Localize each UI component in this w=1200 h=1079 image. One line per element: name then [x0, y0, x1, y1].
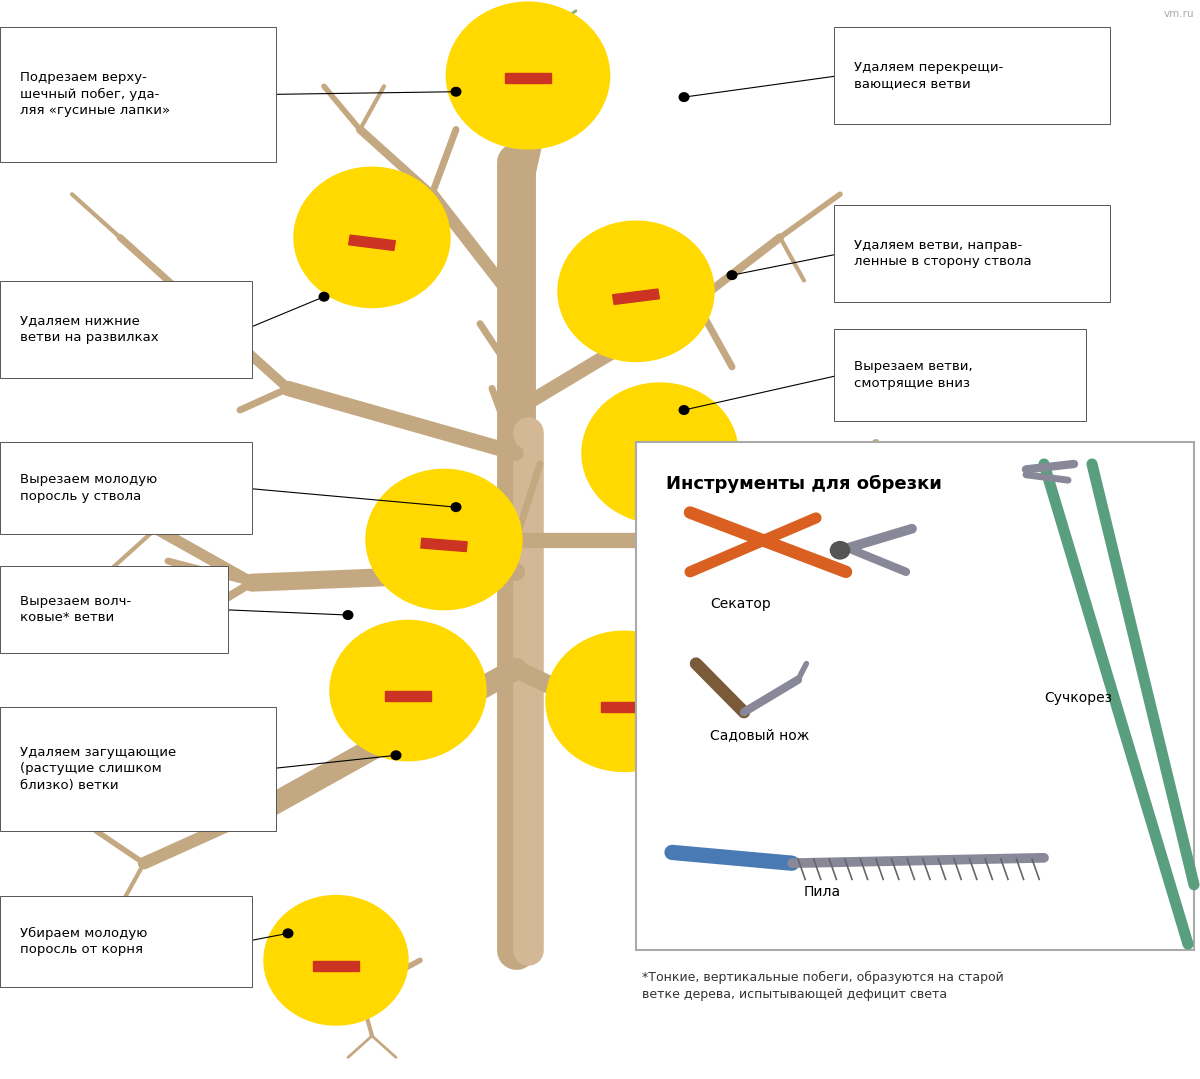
FancyBboxPatch shape	[0, 281, 252, 378]
FancyBboxPatch shape	[0, 27, 276, 162]
Bar	[313, 961, 359, 971]
Circle shape	[330, 620, 486, 761]
Circle shape	[830, 542, 850, 559]
Text: Удаляем загущающие
(растущие слишком
близко) ветки: Удаляем загущающие (растущие слишком бли…	[20, 746, 176, 792]
Circle shape	[582, 383, 738, 523]
Circle shape	[391, 751, 401, 760]
Bar	[601, 702, 647, 712]
Circle shape	[343, 611, 353, 619]
Bar	[349, 235, 395, 250]
Text: Сучкорез: Сучкорез	[1044, 691, 1112, 705]
FancyBboxPatch shape	[0, 896, 252, 987]
Text: Удаляем перекрещи-
вающиеся ветви: Удаляем перекрещи- вающиеся ветви	[854, 60, 1003, 91]
Circle shape	[319, 292, 329, 301]
Circle shape	[679, 93, 689, 101]
Bar	[385, 692, 431, 701]
FancyBboxPatch shape	[0, 707, 276, 831]
Text: Вырезаем молодую
поросль у ствола: Вырезаем молодую поросль у ствола	[20, 474, 157, 503]
Text: Вырезаем ветви,
смотрящие вниз: Вырезаем ветви, смотрящие вниз	[854, 360, 973, 390]
FancyBboxPatch shape	[636, 442, 1194, 950]
Circle shape	[446, 2, 610, 149]
Circle shape	[294, 167, 450, 308]
Circle shape	[451, 503, 461, 511]
Circle shape	[679, 406, 689, 414]
FancyBboxPatch shape	[0, 566, 228, 653]
Text: Удаляем нижние
ветви на развилках: Удаляем нижние ветви на развилках	[20, 314, 160, 344]
Circle shape	[283, 929, 293, 938]
Bar	[613, 289, 659, 304]
Circle shape	[558, 221, 714, 361]
Circle shape	[546, 631, 702, 771]
FancyBboxPatch shape	[834, 329, 1086, 421]
Text: Вырезаем волч-
ковые* ветви: Вырезаем волч- ковые* ветви	[20, 595, 132, 625]
Bar	[421, 538, 467, 551]
Circle shape	[264, 896, 408, 1025]
Text: vm.ru: vm.ru	[1163, 9, 1194, 18]
Text: Подрезаем верху-
шечный побег, уда-
ляя «гусиные лапки»: Подрезаем верху- шечный побег, уда- ляя …	[20, 71, 170, 118]
FancyBboxPatch shape	[834, 27, 1110, 124]
Text: Пила: Пила	[804, 885, 841, 899]
Text: Убираем молодую
поросль от корня: Убираем молодую поросль от корня	[20, 927, 148, 956]
Text: Секатор: Секатор	[710, 597, 772, 611]
Text: *Тонкие, вертикальные побеги, образуются на старой
ветке дерева, испытывающей де: *Тонкие, вертикальные побеги, образуются…	[642, 971, 1003, 1001]
FancyBboxPatch shape	[0, 442, 252, 534]
Circle shape	[366, 469, 522, 610]
Text: Садовый нож: Садовый нож	[710, 728, 810, 742]
Circle shape	[451, 87, 461, 96]
Bar	[637, 450, 683, 467]
FancyBboxPatch shape	[834, 205, 1110, 302]
Text: Удаляем ветви, направ-
ленные в сторону ствола: Удаляем ветви, направ- ленные в сторону …	[854, 238, 1032, 269]
Bar	[505, 73, 551, 83]
Text: Инструменты для обрезки: Инструменты для обрезки	[666, 475, 942, 493]
Circle shape	[727, 271, 737, 279]
